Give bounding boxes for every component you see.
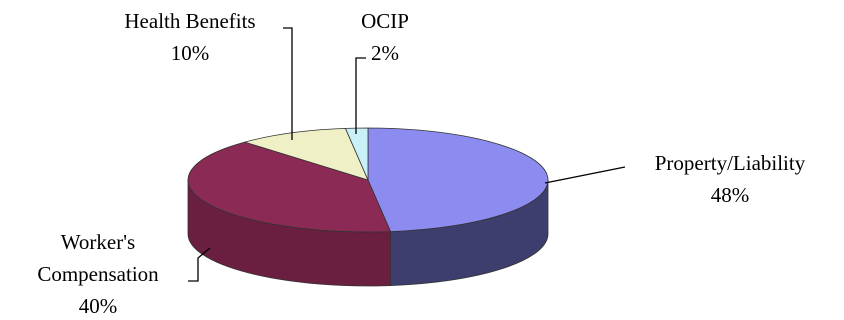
pie-top bbox=[187, 127, 549, 233]
leader-lines bbox=[188, 27, 626, 282]
pie-slice-property-liability bbox=[367, 127, 549, 232]
label-workers-compensation-line1: Worker's bbox=[61, 230, 135, 254]
leader-workers-compensation bbox=[188, 247, 211, 282]
value-health-benefits: 10% bbox=[171, 41, 210, 65]
pie-slice-worker-s-compensation bbox=[187, 141, 392, 233]
label-workers-compensation-line2: Compensation bbox=[37, 262, 159, 286]
leader-ocip bbox=[355, 57, 366, 134]
label-property-liability: Property/Liability bbox=[655, 151, 806, 175]
label-ocip: OCIP bbox=[361, 9, 409, 33]
value-property-liability: 48% bbox=[711, 183, 750, 207]
leader-property-liability bbox=[544, 166, 626, 184]
value-ocip: 2% bbox=[371, 41, 399, 65]
label-health-benefits: Health Benefits bbox=[124, 9, 255, 33]
leader-health-benefits bbox=[283, 27, 293, 140]
value-workers-compensation: 40% bbox=[79, 294, 118, 318]
pie-slice-ocip bbox=[344, 127, 369, 181]
